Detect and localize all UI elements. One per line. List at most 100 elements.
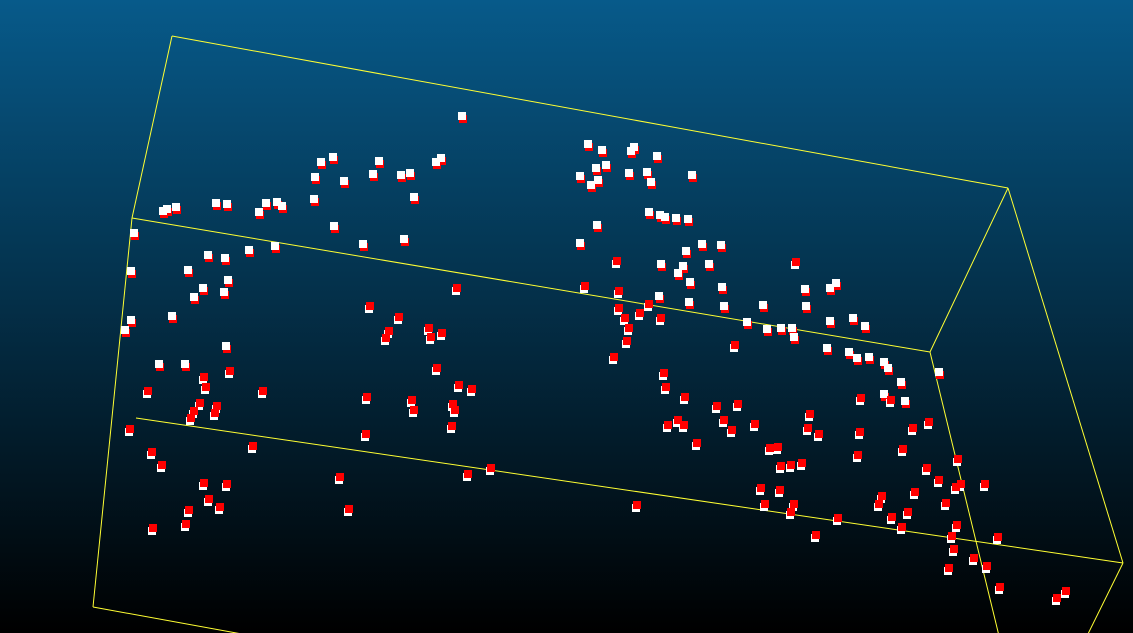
red-point-marker xyxy=(468,385,476,393)
red-point-marker xyxy=(425,324,433,332)
white-point-marker xyxy=(826,284,834,292)
red-point-marker xyxy=(776,486,784,494)
red-point-marker xyxy=(363,393,371,401)
white-point-marker xyxy=(310,195,318,203)
red-point-marker xyxy=(996,583,1004,591)
red-point-marker xyxy=(366,302,374,310)
white-point-marker xyxy=(705,260,713,268)
red-point-marker xyxy=(226,367,234,375)
white-point-marker xyxy=(656,211,664,219)
red-point-marker xyxy=(427,333,435,341)
white-point-marker xyxy=(801,285,809,293)
red-point-marker xyxy=(898,523,906,531)
white-point-marker xyxy=(359,240,367,248)
white-point-marker xyxy=(181,360,189,368)
white-point-marker xyxy=(845,348,853,356)
red-point-marker xyxy=(720,416,728,424)
red-point-marker xyxy=(680,421,688,429)
white-point-marker xyxy=(717,241,725,249)
red-point-marker xyxy=(149,524,157,532)
white-point-marker xyxy=(602,161,610,169)
white-point-marker xyxy=(643,168,651,176)
red-point-marker xyxy=(448,422,456,430)
white-point-marker xyxy=(255,208,263,216)
white-point-marker xyxy=(823,344,831,352)
red-point-marker xyxy=(857,394,865,402)
red-point-marker xyxy=(878,492,886,500)
red-point-marker xyxy=(798,459,806,467)
white-point-marker xyxy=(155,360,163,368)
red-point-marker xyxy=(953,521,961,529)
bounding-box-edge xyxy=(1007,187,1124,564)
white-point-marker xyxy=(865,353,873,361)
white-point-marker xyxy=(329,153,337,161)
red-point-marker xyxy=(761,500,769,508)
bounding-box-edge xyxy=(171,35,1009,189)
red-point-marker xyxy=(935,476,943,484)
white-point-marker xyxy=(935,368,943,376)
white-point-marker xyxy=(592,164,600,172)
red-point-marker xyxy=(792,258,800,266)
white-point-marker xyxy=(437,154,445,162)
bounding-box xyxy=(92,35,1124,633)
red-point-marker xyxy=(787,461,795,469)
red-point-marker xyxy=(408,396,416,404)
white-point-marker xyxy=(127,316,135,324)
red-point-marker xyxy=(664,421,672,429)
white-point-marker xyxy=(184,266,192,274)
red-point-marker xyxy=(187,414,195,422)
red-point-marker xyxy=(216,503,224,511)
red-point-marker xyxy=(615,304,623,312)
red-point-marker xyxy=(202,383,210,391)
white-point-marker xyxy=(593,221,601,229)
white-point-marker xyxy=(672,214,680,222)
red-point-marker xyxy=(945,564,953,572)
red-point-marker xyxy=(812,531,820,539)
red-point-marker xyxy=(613,257,621,265)
white-point-marker xyxy=(802,302,810,310)
red-point-marker xyxy=(777,462,785,470)
white-point-marker xyxy=(661,213,669,221)
white-point-marker xyxy=(655,292,663,300)
white-point-marker xyxy=(743,318,751,326)
red-point-marker xyxy=(449,400,457,408)
red-point-marker xyxy=(385,327,393,335)
white-point-marker xyxy=(410,193,418,201)
red-point-marker xyxy=(223,480,231,488)
red-point-marker xyxy=(693,439,701,447)
red-point-marker xyxy=(621,314,629,322)
red-point-marker xyxy=(144,387,152,395)
red-point-marker xyxy=(662,383,670,391)
red-point-marker xyxy=(657,314,665,322)
red-point-marker xyxy=(787,508,795,516)
white-point-marker xyxy=(657,260,665,268)
red-point-marker xyxy=(981,480,989,488)
white-point-marker xyxy=(832,279,840,287)
white-point-marker xyxy=(375,157,383,165)
red-point-marker xyxy=(957,480,965,488)
white-point-marker xyxy=(861,322,869,330)
red-point-marker xyxy=(451,406,459,414)
red-point-marker xyxy=(1062,587,1070,595)
red-point-marker xyxy=(904,508,912,516)
white-point-marker xyxy=(790,333,798,341)
red-marker-group xyxy=(125,257,1070,605)
red-point-marker xyxy=(581,282,589,290)
red-point-marker xyxy=(249,442,257,450)
white-point-marker xyxy=(630,143,638,151)
red-point-marker xyxy=(888,513,896,521)
red-point-marker xyxy=(1053,594,1061,602)
white-point-marker xyxy=(647,178,655,186)
white-point-marker xyxy=(598,146,606,154)
red-point-marker xyxy=(636,309,644,317)
white-point-marker xyxy=(718,283,726,291)
red-point-marker xyxy=(734,400,742,408)
white-point-marker xyxy=(432,158,440,166)
red-point-marker xyxy=(259,387,267,395)
white-point-marker xyxy=(645,208,653,216)
red-point-marker xyxy=(674,416,682,424)
bounding-box-edge xyxy=(92,217,133,608)
red-point-marker xyxy=(806,410,814,418)
